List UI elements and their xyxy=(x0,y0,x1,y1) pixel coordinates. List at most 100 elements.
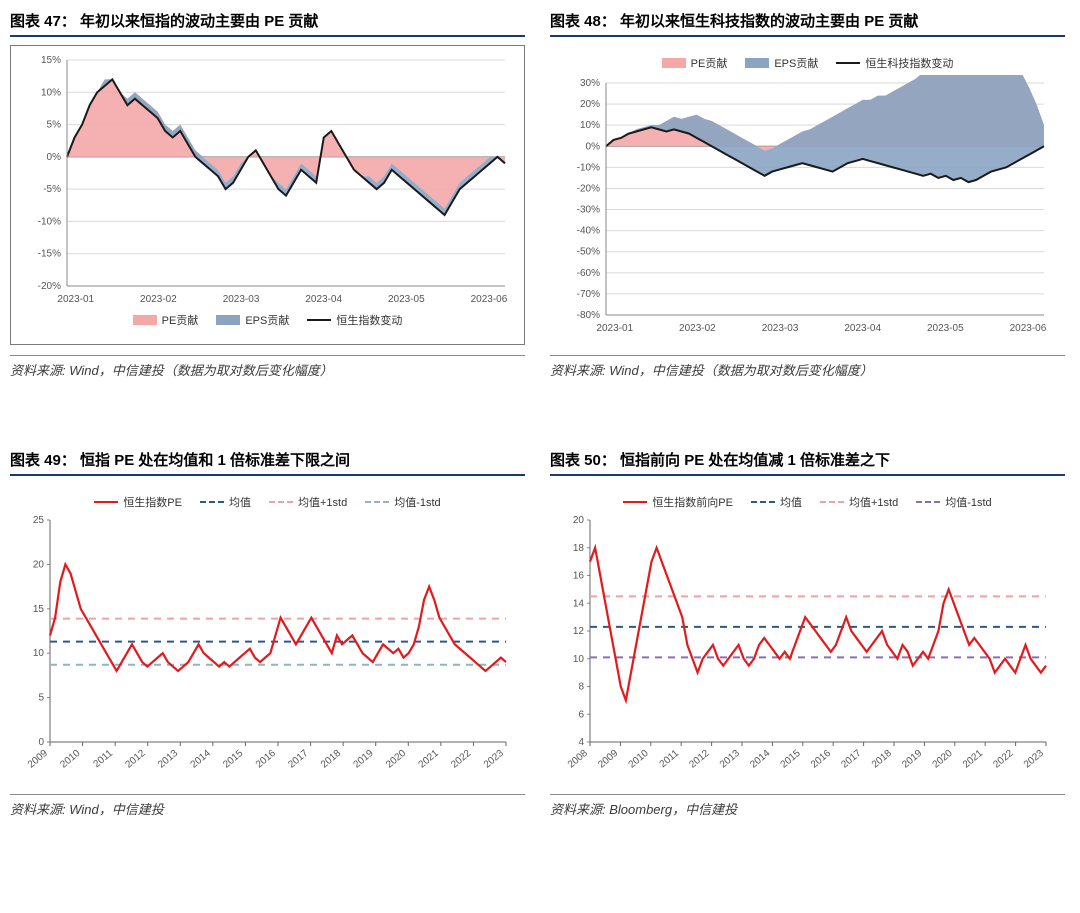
legend-swatch xyxy=(820,501,844,503)
legend-item: 均值-1std xyxy=(365,494,440,510)
svg-text:25: 25 xyxy=(33,515,45,526)
svg-text:-5%: -5% xyxy=(43,184,61,195)
svg-text:2023-03: 2023-03 xyxy=(762,323,799,334)
legend-swatch xyxy=(94,497,118,507)
chart-48-title-row: 图表 48： 年初以来恒生科技指数的波动主要由 PE 贡献 xyxy=(550,10,1065,37)
svg-text:-60%: -60% xyxy=(577,268,600,279)
svg-text:10%: 10% xyxy=(41,87,61,98)
svg-text:2009: 2009 xyxy=(596,748,620,771)
chart-47-svg: -20%-15%-10%-5%0%5%10%15%2023-012023-022… xyxy=(17,52,517,308)
svg-text:2012: 2012 xyxy=(124,748,148,771)
svg-text:2011: 2011 xyxy=(658,748,682,771)
svg-text:0%: 0% xyxy=(47,152,62,163)
svg-text:-10%: -10% xyxy=(577,162,600,173)
svg-text:2023: 2023 xyxy=(482,748,506,771)
chart-48-svg: -80%-70%-60%-50%-40%-30%-20%-10%0%10%20%… xyxy=(556,75,1056,337)
legend-label: 恒生指数前向PE xyxy=(652,494,733,510)
legend-swatch xyxy=(133,315,157,325)
svg-text:-70%: -70% xyxy=(577,289,600,300)
legend-item: EPS贡献 xyxy=(216,312,289,328)
svg-text:2018: 2018 xyxy=(870,748,894,771)
svg-text:2008: 2008 xyxy=(566,748,590,771)
legend-label: 恒生指数变动 xyxy=(336,312,402,328)
legend-label: 均值+1std xyxy=(849,494,898,510)
svg-text:20: 20 xyxy=(573,515,585,526)
legend-swatch xyxy=(662,58,686,68)
svg-text:8: 8 xyxy=(578,682,584,693)
svg-text:2023: 2023 xyxy=(1022,748,1046,771)
svg-text:2023-04: 2023-04 xyxy=(844,323,881,334)
svg-text:-40%: -40% xyxy=(577,226,600,237)
legend-item: 恒生指数PE xyxy=(94,494,182,510)
svg-text:2023-04: 2023-04 xyxy=(305,294,342,305)
svg-text:-80%: -80% xyxy=(577,310,600,321)
chart-49-source: 资料来源: Wind，中信建投 xyxy=(10,794,525,818)
svg-text:15: 15 xyxy=(33,604,45,615)
legend-label: 均值-1std xyxy=(394,494,440,510)
svg-text:2023-01: 2023-01 xyxy=(596,323,633,334)
chart-grid: 图表 47： 年初以来恒指的波动主要由 PE 贡献 -20% -15% -10% -5… xyxy=(10,10,1070,818)
svg-text:2023-01: 2023-01 xyxy=(57,294,94,305)
legend-swatch xyxy=(307,315,331,325)
svg-text:2009: 2009 xyxy=(26,748,50,771)
chart-49-legend: 恒生指数PE 均值 均值+1std 均值-1std xyxy=(16,494,519,510)
svg-text:2017: 2017 xyxy=(839,748,863,771)
chart-47-title: 图表 47： 年初以来恒指的波动主要由 PE 贡献 xyxy=(10,13,318,30)
legend-item: 恒生指数前向PE xyxy=(623,494,733,510)
svg-text:16: 16 xyxy=(573,571,585,582)
legend-item: EPS贡献 xyxy=(745,55,818,71)
svg-text:-15%: -15% xyxy=(38,249,61,260)
svg-text:10: 10 xyxy=(573,654,585,665)
chart-47-panel: 图表 47： 年初以来恒指的波动主要由 PE 贡献 -20%-15%-10%-5… xyxy=(10,10,525,379)
svg-text:2020: 2020 xyxy=(384,748,408,771)
legend-item: 恒生科技指数变动 xyxy=(836,55,953,71)
svg-text:6: 6 xyxy=(578,709,584,720)
legend-swatch xyxy=(745,58,769,68)
chart-49-title: 图表 49： 恒指 PE 处在均值和 1 倍标准差下限之间 xyxy=(10,452,350,469)
legend-label: 均值 xyxy=(229,494,251,510)
svg-text:2021: 2021 xyxy=(417,748,441,771)
svg-text:14: 14 xyxy=(573,598,585,609)
legend-label: 均值+1std xyxy=(298,494,347,510)
chart-49-svg: 0510152025200920102011201220132014201520… xyxy=(16,514,516,776)
svg-text:2015: 2015 xyxy=(221,748,245,771)
svg-text:2023-02: 2023-02 xyxy=(140,294,177,305)
chart-50-source: 资料来源: Bloomberg，中信建投 xyxy=(550,794,1065,818)
chart-47-legend: PE贡献EPS贡献恒生指数变动 xyxy=(17,312,518,328)
svg-text:2013: 2013 xyxy=(156,748,180,771)
legend-item: 均值 xyxy=(200,494,251,510)
svg-text:2010: 2010 xyxy=(58,748,82,771)
svg-text:2014: 2014 xyxy=(748,748,772,771)
legend-label: PE贡献 xyxy=(691,55,728,71)
svg-text:2012: 2012 xyxy=(687,748,711,771)
svg-text:30%: 30% xyxy=(580,78,600,89)
chart-48-source: 资料来源: Wind，中信建投（数据为取对数后变化幅度） xyxy=(550,355,1065,379)
svg-text:10%: 10% xyxy=(580,120,600,131)
svg-text:2016: 2016 xyxy=(809,748,833,771)
legend-label: EPS贡献 xyxy=(774,55,818,71)
legend-swatch xyxy=(200,501,224,503)
legend-swatch xyxy=(269,501,293,503)
svg-text:2023-03: 2023-03 xyxy=(223,294,260,305)
legend-item: 均值+1std xyxy=(820,494,898,510)
legend-label: 均值-1std xyxy=(945,494,991,510)
legend-item: 均值 xyxy=(751,494,802,510)
chart-47-box: -20%-15%-10%-5%0%5%10%15%2023-012023-022… xyxy=(10,45,525,345)
chart-50-svg: 4681012141618202008200920102011201220132… xyxy=(556,514,1056,776)
svg-text:2020: 2020 xyxy=(931,748,955,771)
legend-item: PE贡献 xyxy=(662,55,728,71)
svg-text:2021: 2021 xyxy=(961,748,985,771)
svg-text:0%: 0% xyxy=(586,141,601,152)
chart-48-legend: PE贡献 EPS贡献 恒生科技指数变动 xyxy=(556,55,1059,71)
svg-text:5%: 5% xyxy=(47,120,62,131)
svg-text:2011: 2011 xyxy=(92,748,116,771)
svg-text:2018: 2018 xyxy=(319,748,343,771)
svg-text:2014: 2014 xyxy=(189,748,213,771)
legend-label: 均值 xyxy=(780,494,802,510)
legend-swatch xyxy=(916,501,940,503)
svg-text:2010: 2010 xyxy=(627,748,651,771)
legend-item: 均值+1std xyxy=(269,494,347,510)
svg-text:-20%: -20% xyxy=(38,281,61,292)
chart-49-panel: 图表 49： 恒指 PE 处在均值和 1 倍标准差下限之间 恒生指数PE 均值 均值… xyxy=(10,449,525,818)
svg-text:2023-06: 2023-06 xyxy=(471,294,508,305)
